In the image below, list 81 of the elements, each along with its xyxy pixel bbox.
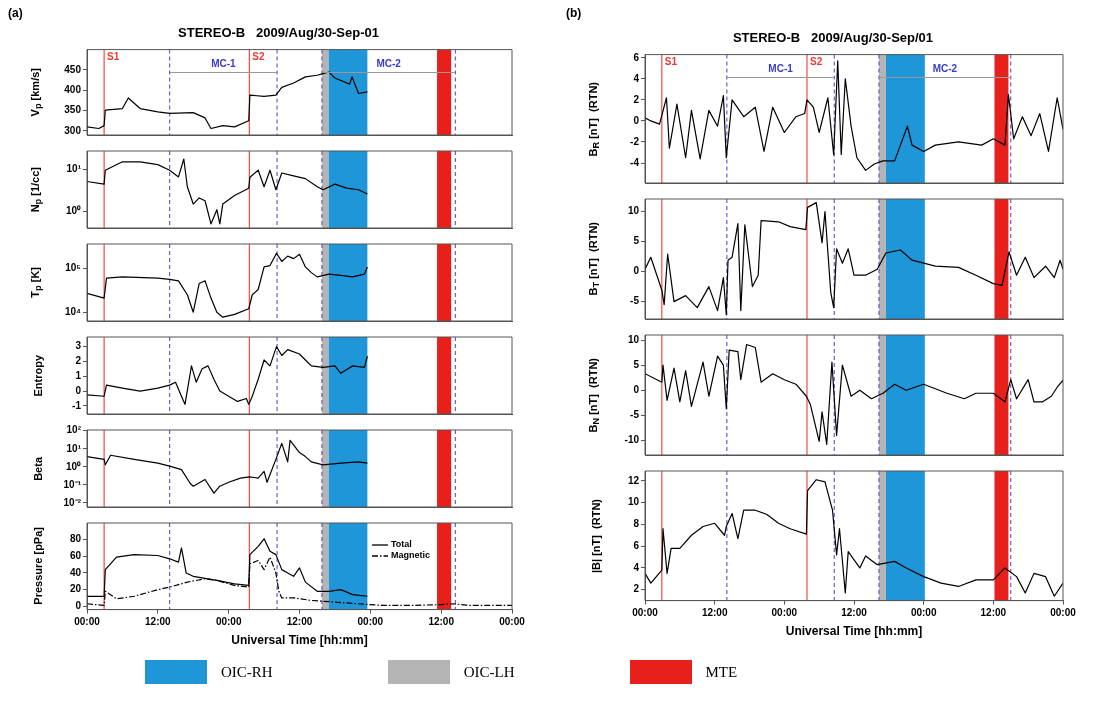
y-tick-label: 400 (64, 84, 82, 96)
y-axis-title: Beta (32, 456, 44, 481)
y-tick-label: 6 (633, 539, 640, 551)
y-tick-label: 3 (75, 340, 82, 352)
ref-line-label: S1 (664, 56, 678, 68)
y-tick-label: 2 (633, 583, 640, 595)
ref-line-label: S1 (107, 51, 120, 63)
legend-label: OIC-RH (221, 663, 273, 681)
x-tick-label: 00:00 (357, 616, 384, 628)
x-tick-label: 00:00 (910, 607, 937, 619)
y-axis-title: |B| [nT] (RTN) (590, 498, 602, 573)
x-tick-label: 12:00 (841, 607, 868, 619)
y-tick-label: 10² (66, 424, 82, 436)
y-tick-label: 10 (627, 205, 640, 217)
y-tick-label: -5 (630, 409, 640, 421)
x-tick-label: 00:00 (74, 616, 101, 628)
x-tick-label: 12:00 (428, 616, 455, 628)
chart-title: STEREO-B 2009/Aug/30-Sep/01 (732, 30, 934, 46)
ref-line-label: S2 (809, 56, 823, 68)
y-tick-label: 450 (64, 63, 82, 75)
y-tick-label: 10 (627, 333, 640, 345)
y-tick-label: 4 (633, 561, 640, 573)
x-axis-title: Universal Time [hh:mm] (231, 633, 368, 648)
y-tick-label: 12 (627, 474, 640, 486)
chart-title: STEREO-B 2009/Aug/30-Sep-01 (178, 25, 379, 41)
y-tick-label: 10⁴ (64, 305, 82, 317)
x-tick-label: 12:00 (145, 616, 172, 628)
y-axis-title: Pressure [pPa] (32, 527, 44, 606)
y-tick-label: -4 (630, 156, 640, 168)
y-tick-label: 6 (633, 51, 640, 63)
x-tick-label: 00:00 (499, 616, 526, 628)
annotation: MC-2 (932, 63, 958, 75)
y-axis-title: Entropy (32, 354, 44, 397)
y-tick-label: 8 (633, 518, 640, 530)
y-tick-label: 60 (69, 550, 82, 562)
y-tick-label: 0 (75, 384, 82, 396)
y-tick-label: 40 (69, 566, 82, 578)
y-tick-label: 10⁻¹ (63, 478, 82, 490)
legend-label: Magnetic (391, 550, 431, 561)
y-tick-label: 0 (633, 383, 640, 395)
y-tick-label: 10⁻² (63, 496, 82, 508)
x-tick-label: 12:00 (701, 607, 728, 619)
y-tick-label: 0 (633, 265, 640, 277)
y-tick-label: 1 (75, 369, 82, 381)
ref-line-label: S2 (252, 51, 265, 63)
legend-label: MTE (705, 663, 738, 681)
y-tick-label: -2 (630, 135, 640, 147)
x-tick-label: 12:00 (980, 607, 1007, 619)
y-tick-label: 80 (69, 533, 82, 545)
y-tick-label: -10 (624, 434, 640, 446)
x-tick-label: 00:00 (1050, 607, 1077, 619)
y-tick-label: 0 (633, 114, 640, 126)
x-tick-label: 12:00 (286, 616, 313, 628)
x-tick-label: 00:00 (632, 607, 659, 619)
y-tick-label: 5 (633, 358, 640, 370)
y-tick-label: 2 (633, 93, 640, 105)
text: (b) (566, 6, 582, 20)
annotation: MC-1 (768, 63, 794, 75)
y-tick-label: 10⁰ (65, 460, 81, 472)
y-tick-label: -1 (72, 399, 82, 411)
x-tick-label: 00:00 (771, 607, 798, 619)
y-tick-label: -5 (630, 295, 640, 307)
y-tick-label: 300 (64, 124, 82, 136)
x-tick-label: 00:00 (215, 616, 242, 628)
y-tick-label: 20 (69, 583, 82, 595)
y-tick-label: 0 (75, 600, 82, 612)
y-tick-label: 2 (75, 355, 82, 367)
annotation: MC-2 (376, 58, 402, 70)
text: (a) (8, 6, 23, 20)
legend-label: OIC-LH (463, 663, 515, 681)
y-tick-label: 5 (633, 235, 640, 247)
y-tick-label: 350 (64, 104, 82, 116)
legend-label: Total (391, 539, 412, 550)
x-axis-title: Universal Time [hh:mm] (785, 624, 923, 639)
y-tick-label: 4 (633, 72, 640, 84)
y-tick-label: 10⁰ (65, 205, 81, 217)
y-tick-label: 10 (627, 496, 640, 508)
annotation: MC-1 (211, 58, 237, 70)
y-tick-label: 10¹ (66, 442, 82, 454)
y-tick-label: 10⁵ (65, 262, 82, 274)
y-tick-label: 10¹ (66, 163, 82, 175)
